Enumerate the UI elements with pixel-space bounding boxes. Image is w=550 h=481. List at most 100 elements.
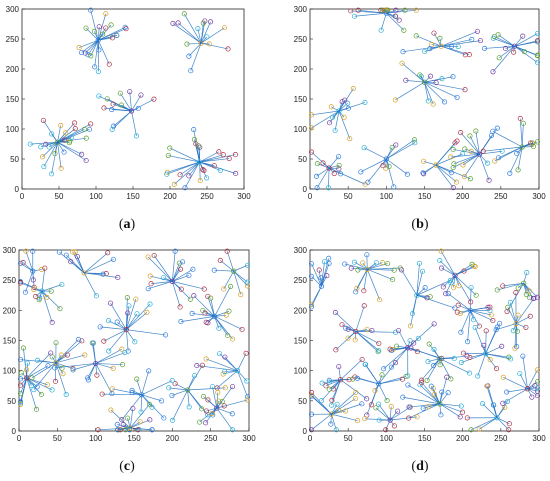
cluster-head bbox=[197, 159, 203, 165]
sensor-node bbox=[378, 7, 384, 13]
sensor-node bbox=[373, 405, 379, 411]
sensor-node bbox=[490, 318, 496, 324]
sensor-node bbox=[444, 374, 450, 380]
cluster-head bbox=[336, 108, 342, 114]
sensor-node bbox=[206, 41, 212, 47]
sensor-node bbox=[534, 379, 541, 385]
link-line bbox=[126, 329, 166, 336]
panel-label: (b) bbox=[411, 217, 428, 232]
cluster-head bbox=[521, 280, 527, 286]
sensor-node bbox=[216, 325, 222, 331]
cluster-head bbox=[93, 360, 99, 367]
sensor-node bbox=[339, 99, 345, 105]
sensor-node bbox=[399, 60, 405, 66]
link-line bbox=[168, 155, 200, 163]
link-line bbox=[214, 316, 243, 330]
sensor-node bbox=[391, 184, 397, 190]
sensor-node bbox=[244, 378, 250, 384]
sensor-node bbox=[56, 249, 62, 255]
sensor-node bbox=[493, 365, 500, 372]
sensor-node bbox=[320, 160, 326, 166]
y-tick-label: 0 bbox=[15, 185, 20, 194]
link-line bbox=[367, 262, 383, 270]
link-line bbox=[199, 161, 221, 171]
link-line bbox=[383, 347, 408, 370]
link-line bbox=[26, 377, 37, 410]
link-line bbox=[200, 36, 208, 44]
sensor-node bbox=[119, 417, 125, 423]
sensor-node bbox=[104, 96, 110, 102]
sensor-node bbox=[377, 297, 383, 303]
sensor-node bbox=[81, 126, 88, 132]
link-line bbox=[20, 377, 27, 386]
link-line bbox=[83, 272, 97, 297]
sensor-node bbox=[117, 427, 123, 433]
link-line bbox=[380, 13, 387, 31]
sensor-node bbox=[225, 46, 231, 52]
sensor-node bbox=[361, 145, 367, 151]
sensor-node bbox=[110, 365, 116, 371]
link-line bbox=[348, 328, 356, 332]
sensor-node bbox=[462, 146, 468, 152]
sensor-node bbox=[391, 423, 397, 429]
sensor-node bbox=[86, 126, 93, 132]
sensor-node bbox=[456, 283, 462, 289]
sensor-node bbox=[380, 163, 386, 169]
panel-label: (c) bbox=[119, 459, 135, 474]
sensor-node bbox=[114, 421, 120, 427]
sensor-node bbox=[68, 259, 74, 265]
cluster-head bbox=[405, 345, 411, 351]
sensor-node bbox=[511, 49, 517, 55]
link-line bbox=[398, 330, 409, 348]
sensor-node bbox=[133, 296, 139, 302]
sensor-node bbox=[211, 163, 217, 169]
sensor-node bbox=[189, 310, 195, 316]
link-line bbox=[177, 22, 202, 44]
sensor-node bbox=[424, 377, 430, 383]
sensor-node bbox=[114, 33, 120, 39]
sensor-node bbox=[57, 306, 63, 312]
link-line bbox=[111, 110, 132, 130]
link-line bbox=[129, 91, 132, 112]
sensor-node bbox=[129, 387, 135, 393]
cluster-head bbox=[54, 139, 61, 145]
sensor-node bbox=[379, 372, 385, 378]
sensor-node bbox=[458, 329, 464, 335]
sensor-node bbox=[468, 148, 474, 154]
sensor-node bbox=[333, 347, 339, 353]
sensor-node bbox=[28, 383, 35, 389]
sensor-node bbox=[49, 387, 55, 393]
link-line bbox=[420, 76, 425, 83]
sensor-node bbox=[149, 404, 155, 410]
y-tick-label: 100 bbox=[6, 125, 20, 134]
sensor-node bbox=[182, 185, 188, 191]
sensor-node bbox=[452, 305, 458, 311]
sensor-node bbox=[44, 382, 50, 388]
link-line bbox=[407, 340, 411, 348]
sensor-node bbox=[383, 427, 389, 433]
sensor-node bbox=[376, 340, 382, 346]
link-line bbox=[216, 407, 233, 415]
sensor-node bbox=[191, 293, 197, 299]
sensor-node bbox=[83, 25, 89, 31]
link-line bbox=[453, 153, 480, 165]
link-line bbox=[484, 45, 515, 49]
link-line bbox=[85, 27, 99, 41]
sensor-node bbox=[384, 398, 390, 404]
link-line bbox=[26, 365, 49, 379]
sensor-node bbox=[215, 389, 221, 396]
sensor-node bbox=[392, 360, 399, 366]
link-line bbox=[148, 281, 173, 289]
link-line bbox=[90, 10, 99, 41]
sensor-node bbox=[348, 8, 354, 14]
y-tick-label: 200 bbox=[6, 65, 20, 74]
sensor-node bbox=[219, 399, 225, 405]
sensor-node bbox=[486, 177, 492, 183]
sensor-node bbox=[127, 89, 133, 95]
sensor-node bbox=[17, 401, 24, 408]
y-tick-label: 250 bbox=[294, 35, 308, 44]
link-line bbox=[199, 407, 218, 423]
sensor-node bbox=[151, 252, 157, 259]
x-tick-label: 250 bbox=[494, 434, 508, 443]
link-line bbox=[207, 316, 215, 324]
